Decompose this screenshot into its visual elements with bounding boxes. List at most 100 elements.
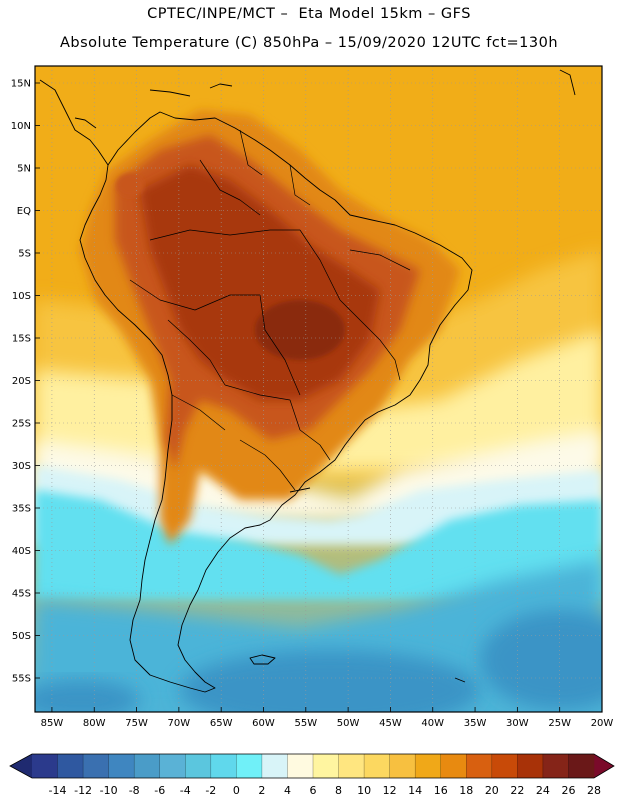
latitude-tick-label: 40S <box>12 546 31 557</box>
colorbar-tick-label: 16 <box>434 784 448 797</box>
colorbar-swatch <box>159 754 186 778</box>
colorbar-swatch <box>491 754 518 778</box>
colorbar-low-arrow <box>10 754 32 778</box>
colorbar-swatch <box>440 754 467 778</box>
colorbar-swatch <box>313 754 339 778</box>
colorbar-tick-label: 0 <box>233 784 240 797</box>
latitude-tick-label: EQ <box>17 206 31 217</box>
coast-central-america <box>39 79 109 166</box>
colorbar-tick-label: -10 <box>100 784 118 797</box>
field-cold-pocket-a <box>180 650 480 712</box>
map-title-line1: CPTEC/INPE/MCT – Eta Model 15km – GFS <box>147 6 471 22</box>
map-title-line2: Absolute Temperature (C) 850hPa – 15/09/… <box>59 35 559 51</box>
colorbar: -14 -12 -10 -8 -6 -4 -2 0 2 4 6 8 10 12 14 16 18 20 22 24 26… <box>9 753 615 797</box>
coast-south-georgia <box>454 677 466 683</box>
colorbar-outline <box>9 753 615 779</box>
longitude-tick-label: 40W <box>421 718 444 729</box>
longitude-tick-label: 55W <box>294 718 317 729</box>
colorbar-swatch <box>389 754 416 778</box>
latitude-tick-label: 45S <box>12 589 31 600</box>
colorbar-tick-label: -8 <box>129 784 140 797</box>
colorbar-swatch <box>517 754 544 778</box>
longitude-tick-label: 50W <box>337 718 360 729</box>
latitude-tick-label: 20S <box>12 376 31 387</box>
colorbar-tick-label: 12 <box>383 784 397 797</box>
coast-south-america <box>79 111 473 693</box>
latitude-labels: 15N 10N 5N EQ 5S 10S 15S 20S 25S 30S 35S 40S 45S 50S 5… <box>11 79 40 685</box>
colorbar-swatch <box>364 754 390 778</box>
colorbar-tick-label: -2 <box>205 784 216 797</box>
colorbar-swatch <box>415 754 442 778</box>
colorbar-tick-label: -14 <box>49 784 67 797</box>
colorbar-swatch <box>261 754 288 778</box>
field-continent-hottest <box>255 300 345 360</box>
longitude-tick-label: 30W <box>506 718 529 729</box>
longitude-labels: 85W 80W 75W 70W 65W 60W 55W 50W 45W 40W 35W 30W 25W 2… <box>41 707 614 729</box>
field-cold-pocket-b <box>480 610 602 710</box>
colorbar-swatch <box>83 754 109 778</box>
latitude-tick-label: 5S <box>18 249 31 260</box>
longitude-tick-label: 35W <box>464 718 487 729</box>
colorbar-swatch <box>108 754 135 778</box>
colorbar-tick-label: -12 <box>74 784 92 797</box>
colorbar-swatch <box>338 754 365 778</box>
longitude-tick-label: 75W <box>125 718 148 729</box>
longitude-tick-label: 85W <box>41 718 64 729</box>
field-northwest-hot-spot <box>116 173 144 197</box>
coastlines <box>39 69 576 693</box>
colorbar-swatch <box>568 754 595 778</box>
colorbar-tick-label: -6 <box>154 784 165 797</box>
latitude-tick-label: 55S <box>12 674 31 685</box>
colorbar-swatch <box>236 754 263 778</box>
longitude-tick-label: 60W <box>252 718 275 729</box>
colorbar-swatch <box>185 754 212 778</box>
colorbar-swatch <box>134 754 161 778</box>
coast-lesser-antilles <box>559 69 576 96</box>
colorbar-tick-label: 26 <box>561 784 575 797</box>
colorbar-tick-label: 14 <box>408 784 422 797</box>
longitude-tick-label: 25W <box>548 718 571 729</box>
map-frame <box>34 65 603 713</box>
latitude-tick-label: 30S <box>12 461 31 472</box>
colorbar-swatch <box>287 754 314 778</box>
colorbar-tick-label: 20 <box>485 784 499 797</box>
colorbar-swatch <box>210 754 237 778</box>
colorbar-tick-label: 4 <box>284 784 291 797</box>
latitude-tick-label: 5N <box>17 164 31 175</box>
colorbar-tick-label: 24 <box>536 784 550 797</box>
longitude-tick-label: 45W <box>379 718 402 729</box>
colorbar-swatch <box>466 754 493 778</box>
field-cold-pocket-c <box>35 680 140 712</box>
colorbar-swatch <box>542 754 569 778</box>
colorbar-tick-label: -4 <box>180 784 191 797</box>
longitude-tick-label: 70W <box>168 718 191 729</box>
colorbar-tick-label: 8 <box>335 784 342 797</box>
coast-panama <box>74 117 97 129</box>
coast-caribbean-a <box>149 89 191 97</box>
colorbar-tick-label: 6 <box>310 784 317 797</box>
latitude-tick-label: 10S <box>12 291 31 302</box>
latitude-tick-label: 50S <box>12 631 31 642</box>
coast-rio-de-la-plata <box>289 487 311 493</box>
colorbar-tick-label: 28 <box>587 784 601 797</box>
coast-falklands <box>249 654 276 665</box>
longitude-tick-label: 65W <box>210 718 233 729</box>
coast-caribbean-b <box>209 83 233 89</box>
field-cyan-band <box>35 490 602 600</box>
colorbar-tick-label: 22 <box>510 784 524 797</box>
latitude-tick-label: 10N <box>11 121 31 132</box>
colorbar-tick-label: 10 <box>357 784 371 797</box>
temperature-field <box>35 66 602 712</box>
colorbar-swatch <box>57 754 84 778</box>
longitude-tick-label: 20W <box>591 718 614 729</box>
colorbar-high-arrow <box>594 754 614 778</box>
latitude-tick-label: 25S <box>12 419 31 430</box>
colorbar-tick-label: 18 <box>459 784 473 797</box>
graticule <box>35 66 602 712</box>
latitude-tick-label: 15N <box>11 79 31 90</box>
latitude-tick-label: 35S <box>12 504 31 515</box>
country-borders <box>129 129 411 491</box>
colorbar-tick-label: 2 <box>258 784 265 797</box>
colorbar-swatch <box>32 754 58 778</box>
